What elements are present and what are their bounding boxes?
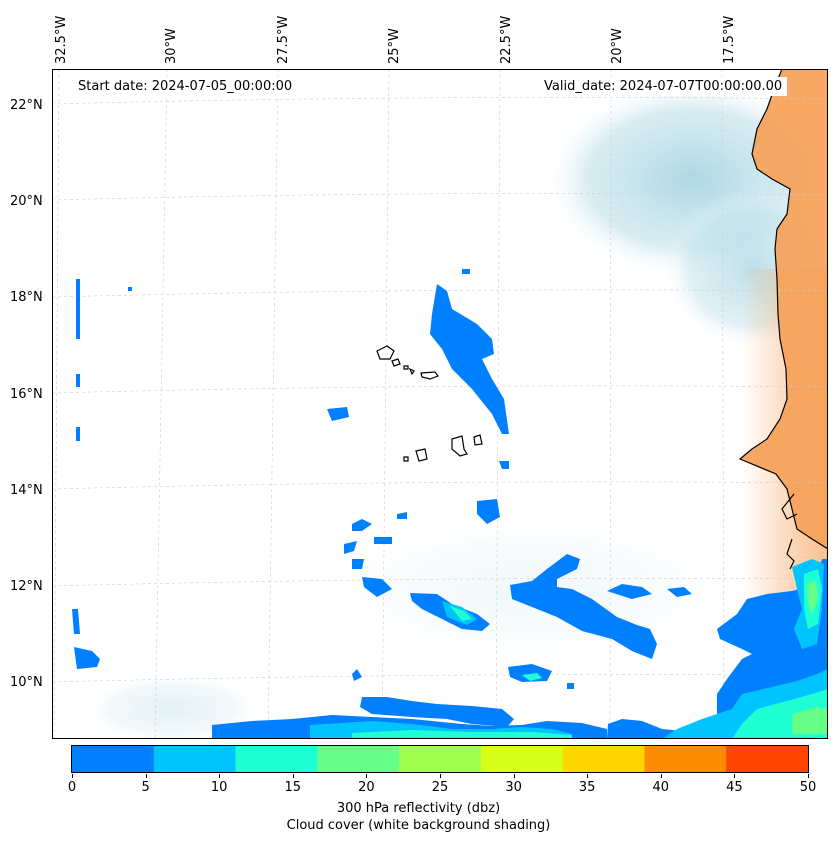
colorbar-segment [399, 746, 482, 772]
valid-date-label: Valid_date: 2024-07-07T00:00:00.00 [539, 77, 788, 96]
colorbar [71, 745, 809, 773]
colorbar-tick-label: 35 [578, 780, 596, 795]
colorbar-segment [726, 746, 809, 772]
colorbar-tick-label: 0 [67, 780, 77, 795]
colorbar-tick-label: 50 [799, 780, 817, 795]
coastline [738, 69, 828, 570]
lat-label-14n: 14°N [10, 483, 43, 498]
lat-label-22n: 22°N [10, 98, 43, 113]
colorbar-tick-label: 20 [358, 780, 375, 795]
start-date-label: Start date: 2024-07-05_00:00:00 [73, 77, 298, 96]
colorbar-tick-label: 10 [210, 780, 228, 795]
lon-label-17-5w: 17.5°W [722, 15, 737, 64]
cape-verde-islands [376, 345, 483, 462]
colorbar-segment [153, 746, 237, 772]
colorbar-tick-mark [440, 774, 441, 778]
colorbar-frame [71, 745, 809, 773]
colorbar-segment [562, 746, 645, 772]
colorbar-segment [235, 746, 318, 772]
lat-label-10n: 10°N [10, 675, 43, 690]
colorbar-tick-mark [734, 774, 736, 778]
colorbar-title-line1: 300 hPa reflectivity (dbz) [336, 801, 501, 816]
lon-label-25w: 25°W [387, 28, 402, 64]
colorbar-tick-mark [587, 774, 589, 778]
lon-label-22-5w: 22.5°W [499, 15, 514, 64]
lon-label-20w: 20°W [610, 28, 625, 64]
colorbar-tick-mark [513, 774, 515, 778]
colorbar-tick-mark [660, 774, 662, 778]
lat-label-16n: 16°N [10, 387, 43, 402]
map-frame [52, 69, 828, 739]
lon-label-27-5w: 27.5°W [276, 15, 291, 64]
colorbar-segment [480, 746, 564, 772]
colorbar-tick-mark [366, 774, 368, 778]
colorbar-segment [317, 746, 400, 772]
colorbar-tick-mark [292, 774, 294, 778]
lat-label-20n: 20°N [10, 194, 43, 209]
colorbar-title-line2: Cloud cover (white background shading) [286, 818, 551, 833]
colorbar-segment [644, 746, 727, 772]
colorbar-tick-label: 5 [141, 780, 150, 795]
map-panel [52, 69, 828, 739]
lon-label-30w: 30°W [164, 28, 179, 64]
colorbar-tick-mark [145, 774, 147, 778]
colorbar-tick-label: 25 [431, 780, 449, 795]
lat-label-18n: 18°N [10, 290, 43, 305]
colorbar-tick-mark [72, 774, 73, 778]
colorbar-tick-mark [808, 774, 809, 778]
colorbar-segment [72, 746, 155, 772]
colorbar-tick-label: 40 [652, 780, 670, 795]
colorbar-tick-label: 30 [505, 780, 522, 795]
colorbar-tick-label: 45 [726, 780, 743, 795]
lat-label-12n: 12°N [10, 579, 43, 594]
africa-land [740, 69, 828, 549]
reflectivity-20-25 [792, 581, 828, 734]
colorbar-tick-mark [219, 774, 221, 778]
lon-label-32-5w: 32.5°W [54, 15, 69, 64]
colorbar-tick-label: 15 [284, 780, 302, 795]
